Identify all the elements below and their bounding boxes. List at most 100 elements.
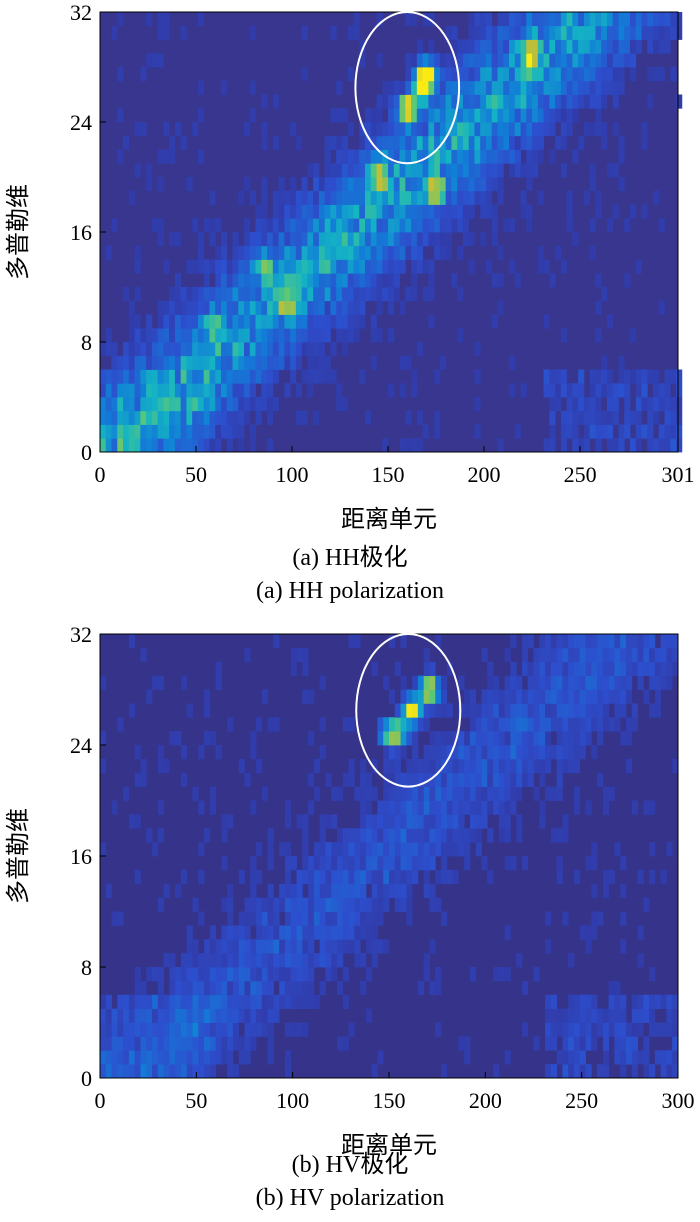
heatmap-cell <box>468 149 475 164</box>
heatmap-cell <box>180 1064 188 1079</box>
heatmap-cell <box>313 163 320 178</box>
heatmap-cell <box>614 689 621 704</box>
heatmap-cell <box>406 814 413 829</box>
heatmap-cell <box>318 190 326 205</box>
heatmap-cell <box>458 800 465 815</box>
heatmap-cell <box>290 328 297 343</box>
heatmap-cell <box>602 703 610 718</box>
heatmap-cell <box>406 842 413 857</box>
heatmap-cell <box>411 259 418 274</box>
heatmap-cell <box>336 939 344 954</box>
heatmap-cell <box>608 786 615 801</box>
heatmap-cell <box>560 12 568 27</box>
heatmap-cell <box>434 245 441 260</box>
heatmap-cell <box>295 355 303 370</box>
heatmap-cell <box>556 758 563 774</box>
heatmap-cell <box>411 273 418 288</box>
heatmap-cell <box>151 53 159 68</box>
heatmap-cell <box>556 786 563 801</box>
heatmap-cell <box>180 287 187 302</box>
heatmap-cell <box>417 842 425 857</box>
heatmap-cell <box>606 438 614 453</box>
heatmap-cell <box>451 218 458 233</box>
heatmap-cell <box>560 163 568 178</box>
heatmap-cell <box>573 786 581 801</box>
heatmap-cell <box>209 190 216 205</box>
heatmap-cell <box>341 135 349 150</box>
heatmap-cell <box>595 410 602 425</box>
heatmap-cell <box>608 717 615 732</box>
heatmap-cell <box>175 883 182 899</box>
heatmap-cell <box>117 12 124 27</box>
heatmap-cell <box>562 828 569 843</box>
x-tick-label: 50 <box>185 462 207 487</box>
heatmap-cell <box>284 869 292 885</box>
heatmap-cell <box>493 745 500 760</box>
heatmap-cell <box>389 856 396 871</box>
heatmap-cell <box>625 1050 633 1065</box>
heatmap-cell <box>186 300 193 315</box>
heatmap-cell <box>585 731 592 746</box>
heatmap-cell <box>618 438 625 453</box>
heatmap-cell <box>562 1036 569 1051</box>
heatmap-cell <box>365 897 373 912</box>
heatmap-cell <box>313 869 321 885</box>
heatmap-cell <box>510 689 517 704</box>
heatmap-cell <box>267 925 274 940</box>
heatmap-cell <box>370 190 377 205</box>
heatmap-cell <box>497 273 504 288</box>
heatmap-cell <box>100 369 107 384</box>
heatmap-cell <box>279 967 286 982</box>
heatmap-cell <box>319 883 326 899</box>
heatmap-cell <box>487 772 494 788</box>
heatmap-cell <box>457 39 464 54</box>
heatmap-cell <box>537 39 544 54</box>
heatmap-cell <box>578 410 585 425</box>
heatmap-cell <box>457 122 464 137</box>
heatmap-cell <box>591 1008 598 1023</box>
heatmap-cell <box>354 925 361 940</box>
heatmap-cell <box>203 218 210 233</box>
heatmap-cell <box>197 355 205 370</box>
heatmap-cell <box>498 717 505 732</box>
heatmap-cell <box>244 383 251 398</box>
heatmap-cell <box>192 897 199 912</box>
heatmap-cell <box>412 689 419 704</box>
heatmap-cell <box>643 689 650 704</box>
heatmap-cell <box>451 39 458 54</box>
heatmap-cell <box>562 758 569 774</box>
heatmap-cell <box>365 163 372 178</box>
heatmap-cell <box>480 53 487 68</box>
heatmap-cell <box>446 786 453 801</box>
heatmap-cell <box>411 190 418 205</box>
heatmap-cell <box>509 39 516 54</box>
heatmap-cell <box>521 745 529 760</box>
heatmap-cell <box>649 800 656 815</box>
heatmap-cell <box>290 994 297 1010</box>
heatmap-cell <box>474 25 481 40</box>
heatmap-cell <box>336 911 344 926</box>
heatmap-cell <box>543 122 550 137</box>
heatmap-cell <box>336 869 344 885</box>
heatmap-cell <box>117 355 124 370</box>
heatmap-cell <box>664 438 671 453</box>
heatmap-cell <box>560 383 568 398</box>
heatmap-cell <box>100 758 107 774</box>
heatmap-cell <box>163 149 170 164</box>
heatmap-cell <box>446 800 453 815</box>
heatmap-cell <box>146 410 153 425</box>
heatmap-cell <box>261 190 268 205</box>
heatmap-cell <box>301 190 308 205</box>
heatmap-cell <box>516 703 523 718</box>
heatmap-cell <box>452 800 459 815</box>
heatmap-cell <box>573 675 581 690</box>
heatmap-cell <box>601 67 608 82</box>
heatmap-cell <box>388 273 395 288</box>
heatmap-cell <box>606 314 614 329</box>
heatmap-cell <box>422 122 429 137</box>
heatmap-cell <box>134 287 141 302</box>
heatmap-cell <box>555 135 562 150</box>
heatmap-cell <box>543 438 550 453</box>
heatmap-cell <box>244 259 251 274</box>
heatmap-cell <box>614 634 621 649</box>
